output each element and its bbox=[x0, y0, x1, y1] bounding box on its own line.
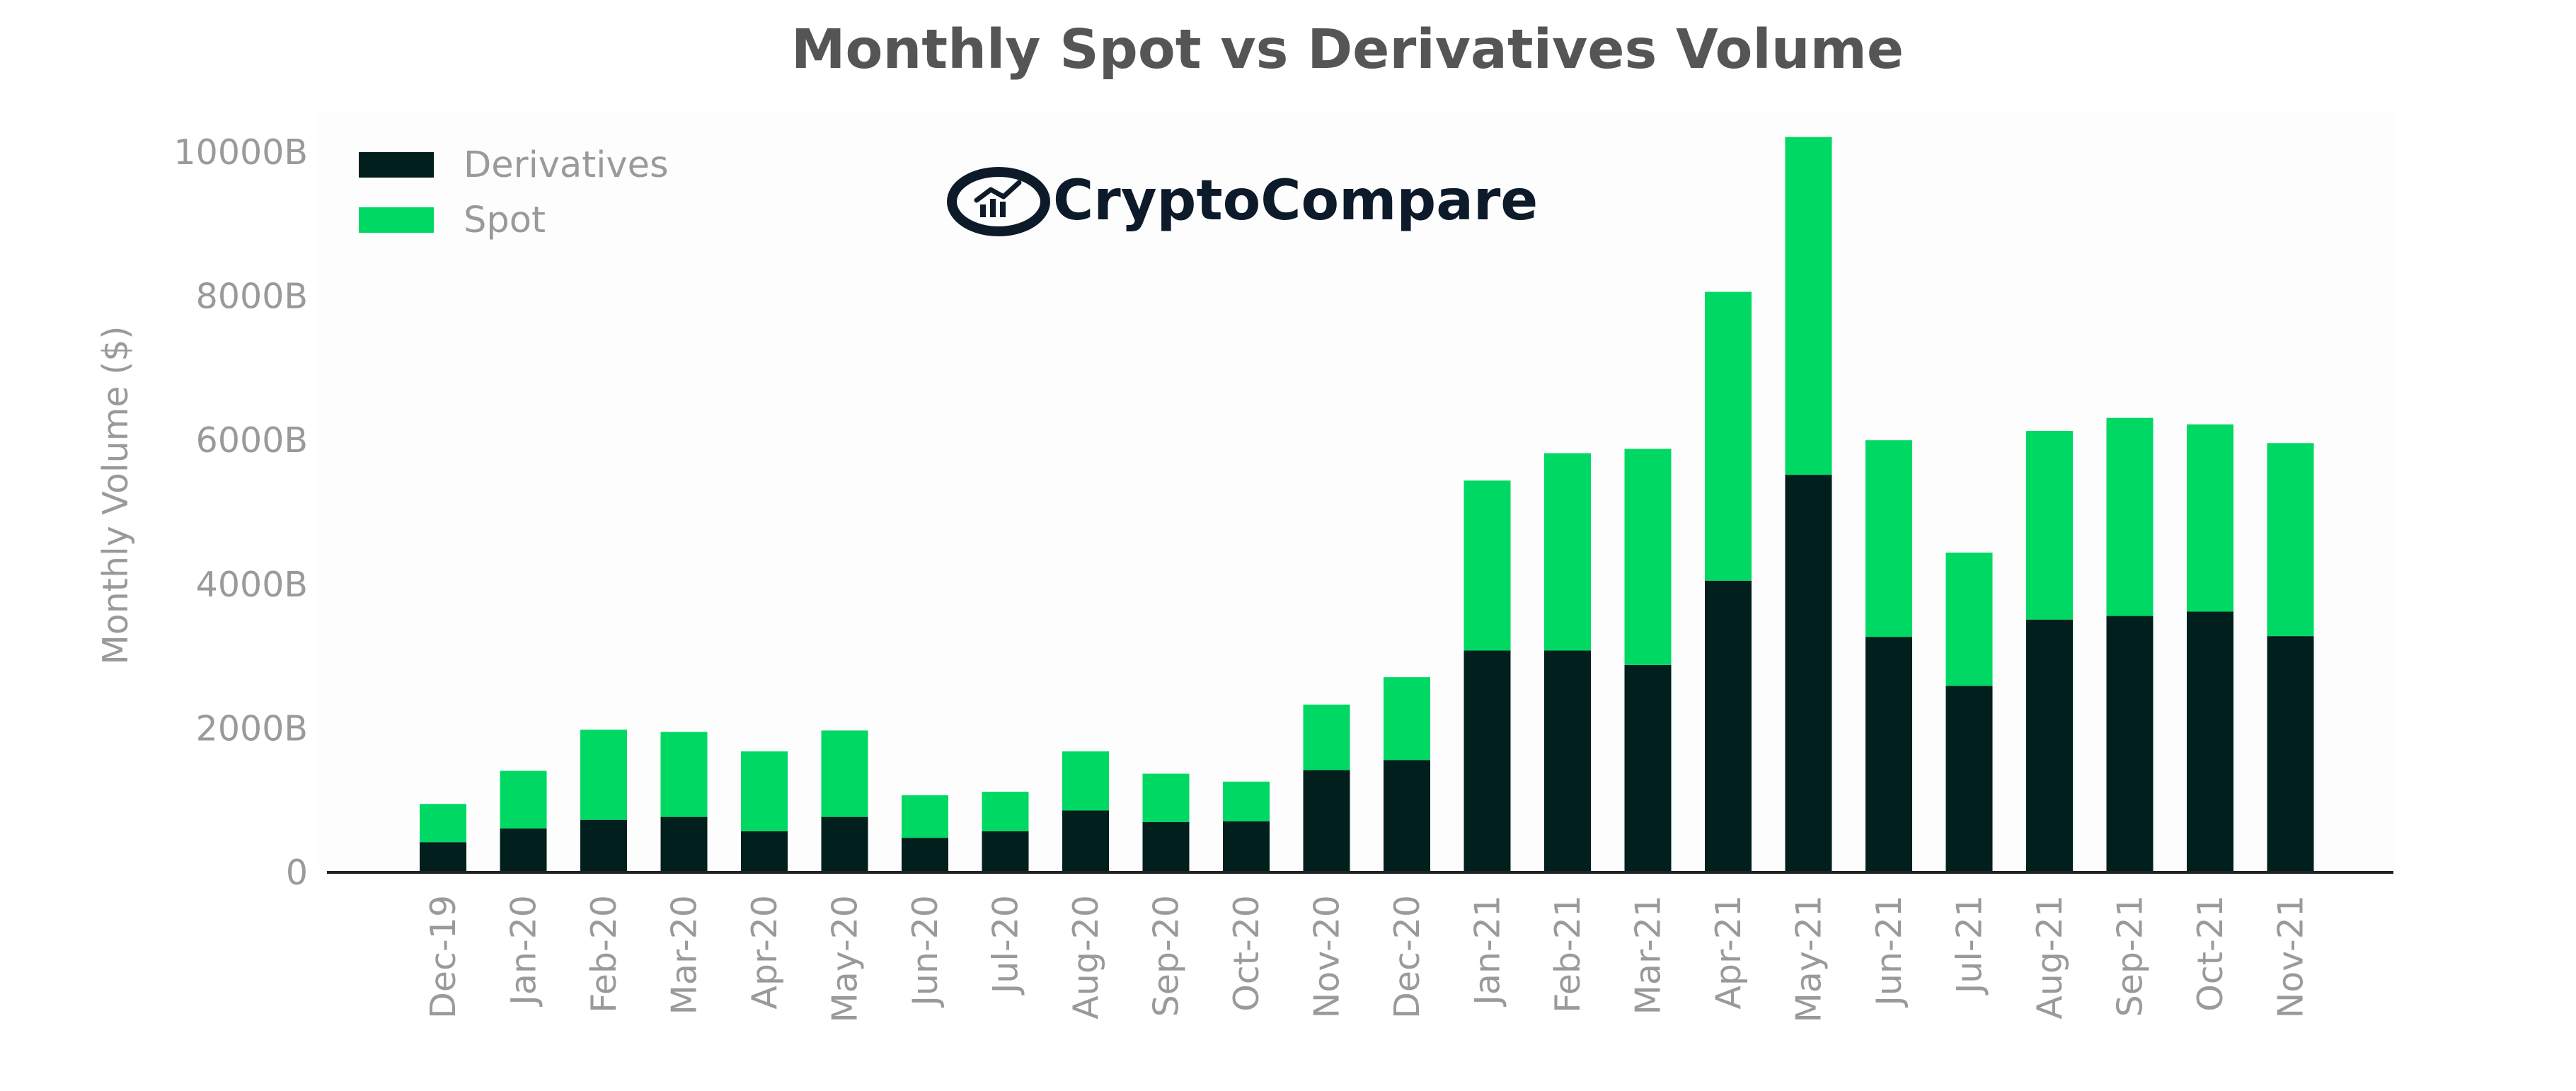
bar-spot bbox=[1303, 704, 1350, 770]
bar-spot bbox=[1624, 449, 1672, 665]
bar-derivatives bbox=[660, 816, 708, 872]
bar-spot bbox=[2187, 424, 2233, 612]
y-tick-label: 2000B bbox=[196, 708, 308, 749]
bar-derivatives bbox=[1705, 580, 1752, 872]
bar-spot bbox=[1705, 291, 1752, 581]
bar-derivatives bbox=[821, 816, 868, 872]
y-axis-label: Monthly Volume ($) bbox=[96, 326, 136, 665]
bars bbox=[420, 137, 2314, 872]
bar-spot bbox=[1865, 440, 1912, 637]
x-tick-label: May-20 bbox=[825, 895, 866, 1022]
x-tick-label: Nov-21 bbox=[2271, 895, 2311, 1018]
x-tick-label: Dec-20 bbox=[1387, 895, 1427, 1019]
bar-spot bbox=[1464, 480, 1511, 651]
x-tick-label: Feb-21 bbox=[1548, 895, 1588, 1013]
y-axis-ticks: 0 2000B 4000B 6000B 8000B 10000B bbox=[174, 132, 309, 893]
x-tick-label: Jun-21 bbox=[1869, 895, 1909, 1008]
bar-derivatives bbox=[741, 831, 788, 872]
x-tick-label: Apr-20 bbox=[744, 895, 785, 1010]
chart-title: Monthly Spot vs Derivatives Volume bbox=[791, 18, 1904, 81]
bar-derivatives bbox=[2267, 636, 2314, 872]
y-tick-label: 4000B bbox=[196, 565, 308, 605]
y-tick-label: 0 bbox=[286, 853, 308, 893]
x-tick-label: Nov-20 bbox=[1307, 895, 1347, 1018]
x-tick-label: Apr-21 bbox=[1708, 895, 1749, 1010]
legend-swatch-spot bbox=[359, 207, 434, 233]
x-tick-label: Jan-21 bbox=[1468, 895, 1508, 1008]
bar-derivatives bbox=[1142, 821, 1190, 872]
brand-name: CryptoCompare bbox=[1053, 169, 1538, 233]
bar-spot bbox=[1223, 781, 1270, 821]
x-tick-label: May-21 bbox=[1789, 895, 1829, 1022]
bar-derivatives bbox=[1945, 686, 1993, 872]
bar-spot bbox=[2267, 443, 2314, 637]
x-tick-label: Aug-21 bbox=[2030, 895, 2070, 1020]
bar-derivatives bbox=[2187, 611, 2233, 872]
x-tick-label: Jan-20 bbox=[504, 895, 544, 1008]
bar-spot bbox=[1945, 553, 1993, 686]
x-tick-label: Dec-19 bbox=[423, 895, 464, 1019]
bar-derivatives bbox=[982, 831, 1029, 872]
y-tick-label: 6000B bbox=[196, 420, 308, 461]
x-tick-label: Jul-21 bbox=[1950, 895, 1990, 995]
bar-derivatives bbox=[902, 838, 948, 872]
bar-spot bbox=[1785, 137, 1832, 475]
y-tick-label: 10000B bbox=[174, 132, 309, 173]
bar-derivatives bbox=[1865, 637, 1912, 872]
legend: Derivatives Spot bbox=[359, 144, 669, 241]
bar-derivatives bbox=[1624, 664, 1672, 872]
bar-spot bbox=[500, 770, 547, 829]
chart-circle-logo-icon bbox=[947, 167, 1050, 236]
bar-derivatives bbox=[2106, 616, 2154, 872]
bar-spot bbox=[2106, 417, 2154, 616]
x-tick-label: Sep-20 bbox=[1146, 895, 1187, 1017]
bar-spot bbox=[902, 795, 948, 838]
x-tick-label: Oct-21 bbox=[2190, 895, 2231, 1012]
bar-spot bbox=[660, 732, 708, 817]
x-tick-label: Oct-20 bbox=[1226, 895, 1267, 1012]
bar-derivatives bbox=[1544, 650, 1591, 872]
brand-logo: CryptoCompare bbox=[947, 167, 1538, 236]
bar-spot bbox=[741, 751, 788, 831]
y-tick-label: 8000B bbox=[196, 277, 308, 317]
x-tick-label: Aug-20 bbox=[1066, 895, 1106, 1020]
bar-spot bbox=[1384, 677, 1430, 761]
bar-spot bbox=[821, 730, 868, 817]
bar-spot bbox=[420, 804, 466, 843]
bar-derivatives bbox=[1785, 475, 1832, 872]
bar-derivatives bbox=[2026, 619, 2073, 872]
x-tick-label: Jul-20 bbox=[986, 895, 1026, 995]
x-tick-label: Mar-21 bbox=[1628, 895, 1669, 1015]
x-tick-label: Feb-20 bbox=[584, 895, 624, 1013]
bar-derivatives bbox=[1384, 760, 1430, 872]
bar-spot bbox=[1142, 773, 1190, 822]
bar-spot bbox=[580, 729, 627, 820]
bar-spot bbox=[2026, 430, 2073, 620]
x-tick-label: Sep-21 bbox=[2110, 895, 2151, 1017]
x-tick-label: Mar-20 bbox=[665, 895, 705, 1015]
legend-label-derivatives: Derivatives bbox=[464, 144, 669, 186]
bar-derivatives bbox=[1464, 650, 1511, 872]
x-tick-label: Jun-20 bbox=[905, 895, 945, 1008]
bar-derivatives bbox=[500, 828, 547, 872]
bar-spot bbox=[1062, 751, 1109, 811]
bar-spot bbox=[1544, 453, 1591, 651]
legend-swatch-derivatives bbox=[359, 152, 434, 178]
bar-derivatives bbox=[1303, 770, 1350, 872]
bar-derivatives bbox=[1062, 810, 1109, 872]
bar-derivatives bbox=[420, 842, 466, 872]
bar-spot bbox=[982, 791, 1029, 831]
x-axis-ticks: Dec-19 Jan-20 Feb-20 Mar-20 Apr-20 May-20 Jun-… bbox=[423, 895, 2311, 1022]
bar-derivatives bbox=[580, 819, 627, 872]
bar-derivatives bbox=[1223, 821, 1270, 872]
legend-label-spot: Spot bbox=[464, 200, 546, 241]
